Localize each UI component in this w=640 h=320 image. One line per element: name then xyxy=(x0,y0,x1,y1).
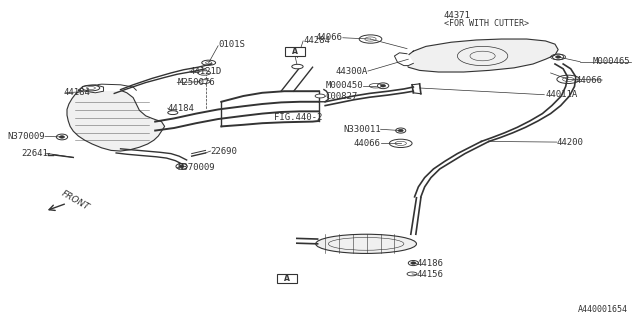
Text: <FOR WITH CUTTER>: <FOR WITH CUTTER> xyxy=(444,19,529,28)
Text: M000465: M000465 xyxy=(593,57,630,66)
Text: FRONT: FRONT xyxy=(60,189,91,212)
Circle shape xyxy=(556,56,561,58)
Ellipse shape xyxy=(316,234,417,253)
Text: FIG.440-2: FIG.440-2 xyxy=(273,113,322,122)
Text: 44371: 44371 xyxy=(444,11,470,20)
Text: A: A xyxy=(284,274,291,283)
Circle shape xyxy=(411,262,416,264)
Text: C00827: C00827 xyxy=(325,92,357,100)
Text: A: A xyxy=(292,47,298,56)
Text: 44200: 44200 xyxy=(557,138,584,147)
Text: 0101S: 0101S xyxy=(218,40,245,49)
Text: 44184: 44184 xyxy=(168,104,195,113)
Ellipse shape xyxy=(198,71,211,75)
Text: 44066: 44066 xyxy=(575,76,602,84)
Polygon shape xyxy=(406,39,558,72)
Text: 44184: 44184 xyxy=(64,88,91,97)
Text: N330011: N330011 xyxy=(343,125,381,134)
Text: 44284: 44284 xyxy=(303,36,330,45)
Ellipse shape xyxy=(315,94,325,98)
Ellipse shape xyxy=(168,111,178,115)
Polygon shape xyxy=(81,84,136,90)
Text: 44121D: 44121D xyxy=(190,67,222,76)
Text: 44011A: 44011A xyxy=(545,90,578,99)
Text: 22690: 22690 xyxy=(211,147,237,156)
Circle shape xyxy=(179,165,184,168)
Text: 44156: 44156 xyxy=(417,270,444,279)
Text: A440001654: A440001654 xyxy=(577,305,627,314)
FancyBboxPatch shape xyxy=(285,47,305,56)
Circle shape xyxy=(60,136,65,138)
Polygon shape xyxy=(67,87,164,151)
Circle shape xyxy=(381,84,386,87)
Ellipse shape xyxy=(198,80,210,84)
Polygon shape xyxy=(78,85,104,93)
Text: 44186: 44186 xyxy=(417,259,444,268)
Text: N370009: N370009 xyxy=(7,132,45,141)
Text: 44066: 44066 xyxy=(354,139,381,148)
Text: 22641: 22641 xyxy=(21,149,48,158)
Text: M250076: M250076 xyxy=(177,78,215,87)
Text: N370009: N370009 xyxy=(177,163,215,172)
Ellipse shape xyxy=(292,64,303,69)
Circle shape xyxy=(398,129,403,132)
Text: 44066: 44066 xyxy=(316,33,343,42)
FancyBboxPatch shape xyxy=(277,274,298,283)
Polygon shape xyxy=(394,53,413,66)
Text: M000450: M000450 xyxy=(325,81,363,90)
Text: 44300A: 44300A xyxy=(336,67,368,76)
